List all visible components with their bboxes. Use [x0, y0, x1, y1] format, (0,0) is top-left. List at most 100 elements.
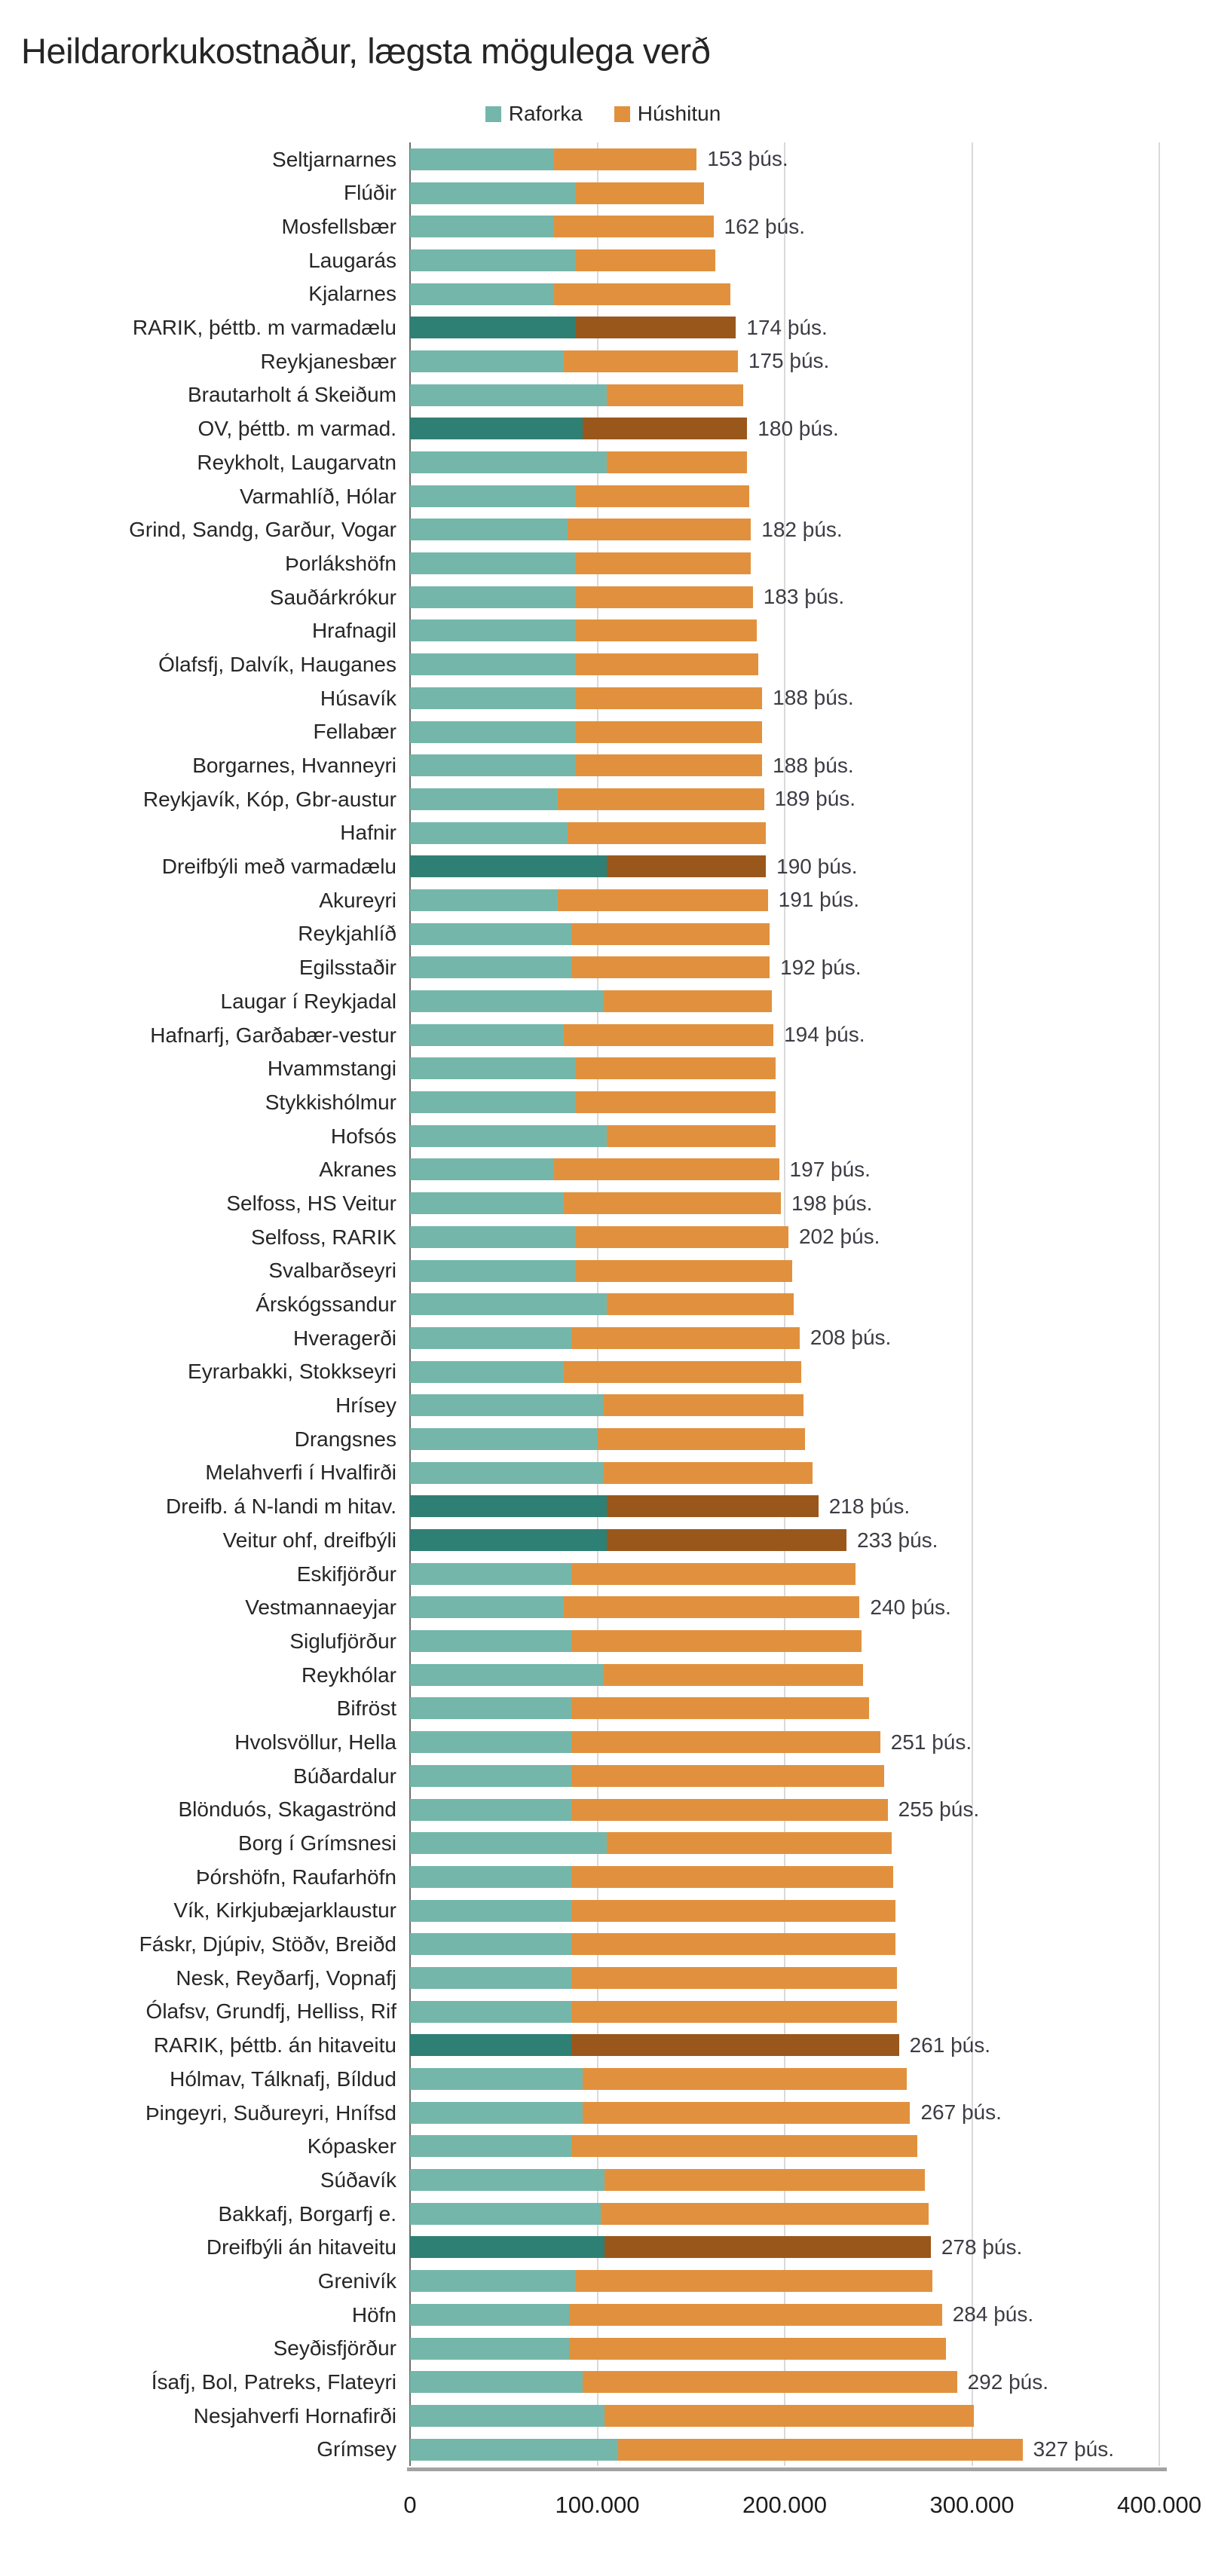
chart-row: Reykjahlíð	[0, 917, 1206, 951]
chart-row: Húsavík 188 þús.	[0, 681, 1206, 715]
row-track: 208 þús.	[410, 1326, 1206, 1350]
bar-hushitun-segment	[574, 720, 763, 743]
bar-raforka-segment	[410, 1293, 607, 1316]
row-label: Reykjahlíð	[298, 922, 396, 946]
row-label: Hofsós	[330, 1124, 396, 1148]
row-label: Bifröst	[336, 1696, 396, 1721]
raforka-swatch-icon	[485, 106, 501, 122]
stacked-bar	[410, 182, 1206, 204]
row-label: Akranes	[319, 1158, 396, 1182]
row-track: 327 þús.	[410, 2437, 1206, 2461]
stacked-bar	[410, 2438, 1206, 2461]
chart-row: Hafnarfj, Garðabær-vestur 194 þús.	[0, 1018, 1206, 1052]
legend-label-hushitun: Húshitun	[637, 102, 721, 125]
row-label: Stykkishólmur	[265, 1090, 396, 1114]
chart-row: Hólmav, Tálknafj, Bíldud	[0, 2062, 1206, 2096]
bar-raforka-segment	[410, 418, 583, 440]
row-track	[410, 552, 1206, 575]
bar-raforka-segment	[410, 2135, 571, 2158]
bar-hushitun-segment	[574, 687, 763, 709]
row-label: Mosfellsbær	[281, 215, 396, 239]
bar-raforka-segment	[410, 922, 571, 945]
stacked-bar	[410, 1225, 1206, 1248]
value-label: 174 þús.	[746, 315, 828, 339]
bar-hushitun-segment	[569, 2303, 942, 2326]
row-track: 180 þús.	[410, 417, 1206, 440]
bar-raforka-segment	[410, 855, 607, 878]
bar-hushitun-segment	[571, 2034, 899, 2057]
row-track: 198 þús.	[410, 1191, 1206, 1215]
bar-hushitun-segment	[567, 821, 767, 844]
chart-row: Stykkishólmur	[0, 1085, 1206, 1119]
row-track	[410, 653, 1206, 676]
stacked-bar	[410, 1495, 1206, 1518]
chart-row: Seltjarnarnes 153 þús.	[0, 142, 1206, 176]
chart-row: Melahverfi í Hvalfirði	[0, 1456, 1206, 1490]
row-label: Hólmav, Tálknafj, Bíldud	[170, 2067, 396, 2091]
bar-hushitun-segment	[574, 552, 751, 575]
stacked-bar	[410, 1933, 1206, 1956]
bar-raforka-segment	[410, 1798, 571, 1821]
row-label: Egilsstaðir	[298, 956, 396, 980]
value-label: 198 þús.	[791, 1191, 873, 1215]
legend-item-hushitun: Húshitun	[614, 102, 721, 126]
bar-raforka-segment	[410, 317, 575, 339]
row-track: 188 þús.	[410, 754, 1206, 777]
bar-hushitun-segment	[554, 148, 697, 170]
bar-raforka-segment	[410, 788, 559, 810]
row-label: Dreifb. á N-landi m hitav.	[165, 1495, 396, 1519]
bar-hushitun-segment	[558, 788, 764, 810]
stacked-bar	[410, 317, 1206, 339]
bar-hushitun-segment	[571, 2135, 918, 2158]
chart-row: Akureyri 191 þús.	[0, 883, 1206, 917]
value-label: 240 þús.	[870, 1595, 951, 1619]
value-label: 191 þús.	[778, 888, 860, 912]
row-track: 251 þús.	[410, 1730, 1206, 1754]
stacked-bar	[410, 1663, 1206, 1686]
row-label: Grímsey	[317, 2437, 396, 2461]
chart-row: Kópasker	[0, 2130, 1206, 2164]
bar-raforka-segment	[410, 653, 575, 676]
value-label: 261 þús.	[909, 2033, 990, 2057]
stacked-bar	[410, 451, 1206, 474]
row-track: 278 þús.	[410, 2235, 1206, 2259]
bar-raforka-segment	[410, 350, 564, 372]
chart-row: Veitur ohf, dreifbýli 233 þús.	[0, 1523, 1206, 1557]
chart-row: Árskógssandur	[0, 1287, 1206, 1321]
row-track	[410, 451, 1206, 474]
x-axis-line	[407, 2467, 1167, 2472]
row-label: Búðardalur	[293, 1764, 396, 1788]
bar-raforka-segment	[410, 2101, 583, 2124]
row-track	[410, 182, 1206, 204]
bar-raforka-segment	[410, 720, 575, 743]
row-track	[410, 1865, 1206, 1888]
row-label: Seyðisfjörður	[273, 2336, 396, 2360]
stacked-bar	[410, 1091, 1206, 1114]
stacked-bar	[410, 1461, 1206, 1484]
bar-raforka-segment	[410, 2303, 570, 2326]
row-track	[410, 1259, 1206, 1282]
bar-raforka-segment	[410, 1495, 607, 1518]
row-track	[410, 384, 1206, 406]
bar-raforka-segment	[410, 990, 603, 1013]
bar-raforka-segment	[410, 1562, 571, 1585]
bar-hushitun-segment	[606, 384, 744, 406]
row-label: Selfoss, HS Veitur	[226, 1191, 396, 1215]
value-label: 208 þús.	[810, 1326, 892, 1350]
stacked-bar	[410, 2202, 1206, 2225]
chart-row: Nesk, Reyðarfj, Vopnafj	[0, 1961, 1206, 1995]
bar-raforka-segment	[410, 1933, 571, 1956]
bar-hushitun-segment	[606, 1529, 846, 1552]
bar-raforka-segment	[410, 552, 575, 575]
bar-hushitun-segment	[582, 418, 748, 440]
bar-raforka-segment	[410, 889, 559, 911]
row-track	[410, 1630, 1206, 1653]
chart-row: Vestmannaeyjar 240 þús.	[0, 1591, 1206, 1625]
stacked-bar	[410, 1158, 1206, 1181]
row-label: Seltjarnarnes	[272, 147, 396, 171]
stacked-bar	[410, 1293, 1206, 1316]
bar-hushitun-segment	[571, 956, 770, 979]
bar-raforka-segment	[410, 754, 575, 777]
row-track	[410, 1091, 1206, 1114]
bar-hushitun-segment	[606, 451, 748, 474]
